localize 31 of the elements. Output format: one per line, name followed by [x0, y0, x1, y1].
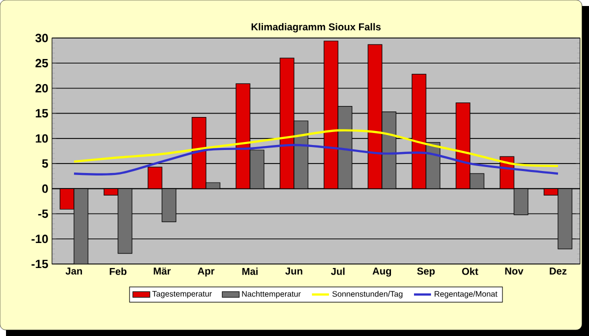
- x-tick-label: Okt: [462, 268, 478, 275]
- line-series: [72, 129, 560, 168]
- x-tick-label: Jul: [330, 268, 344, 275]
- y-tick-label: -15: [32, 260, 48, 268]
- x-tick-label: Mär: [154, 268, 171, 275]
- x-tick-label: Sep: [417, 268, 435, 277]
- bar: [162, 188, 176, 222]
- x-tick-label: Mai: [242, 268, 258, 275]
- x-tick-label: Nov: [505, 268, 524, 275]
- x-tick-label: Jan: [66, 268, 82, 275]
- bar: [558, 188, 572, 250]
- y-tick-label: 10: [36, 134, 48, 143]
- x-tick-label: Dez: [550, 268, 567, 275]
- x-tick-label: Aug: [372, 268, 392, 277]
- y-tick-label: 15: [36, 109, 48, 118]
- y-tick-label: -10: [32, 234, 48, 244]
- bar: [514, 188, 528, 216]
- bar: [250, 150, 264, 189]
- line-series: [72, 144, 560, 176]
- x-tick-label: Apr: [198, 268, 214, 277]
- y-tick-label: 25: [36, 58, 48, 68]
- bar: [74, 188, 88, 264]
- x-tick-label: Jun: [285, 268, 302, 275]
- y-tick-label: 0: [42, 184, 48, 193]
- y-tick-label: 20: [36, 84, 48, 92]
- y-tick-label: -5: [38, 210, 48, 218]
- chart-title: Klimadiagramm Sioux Falls: [252, 23, 381, 32]
- y-tick-label: 5: [42, 159, 48, 168]
- x-tick-label: Feb: [110, 268, 126, 275]
- bar: [118, 188, 132, 254]
- y-tick-label: 30: [35, 34, 48, 42]
